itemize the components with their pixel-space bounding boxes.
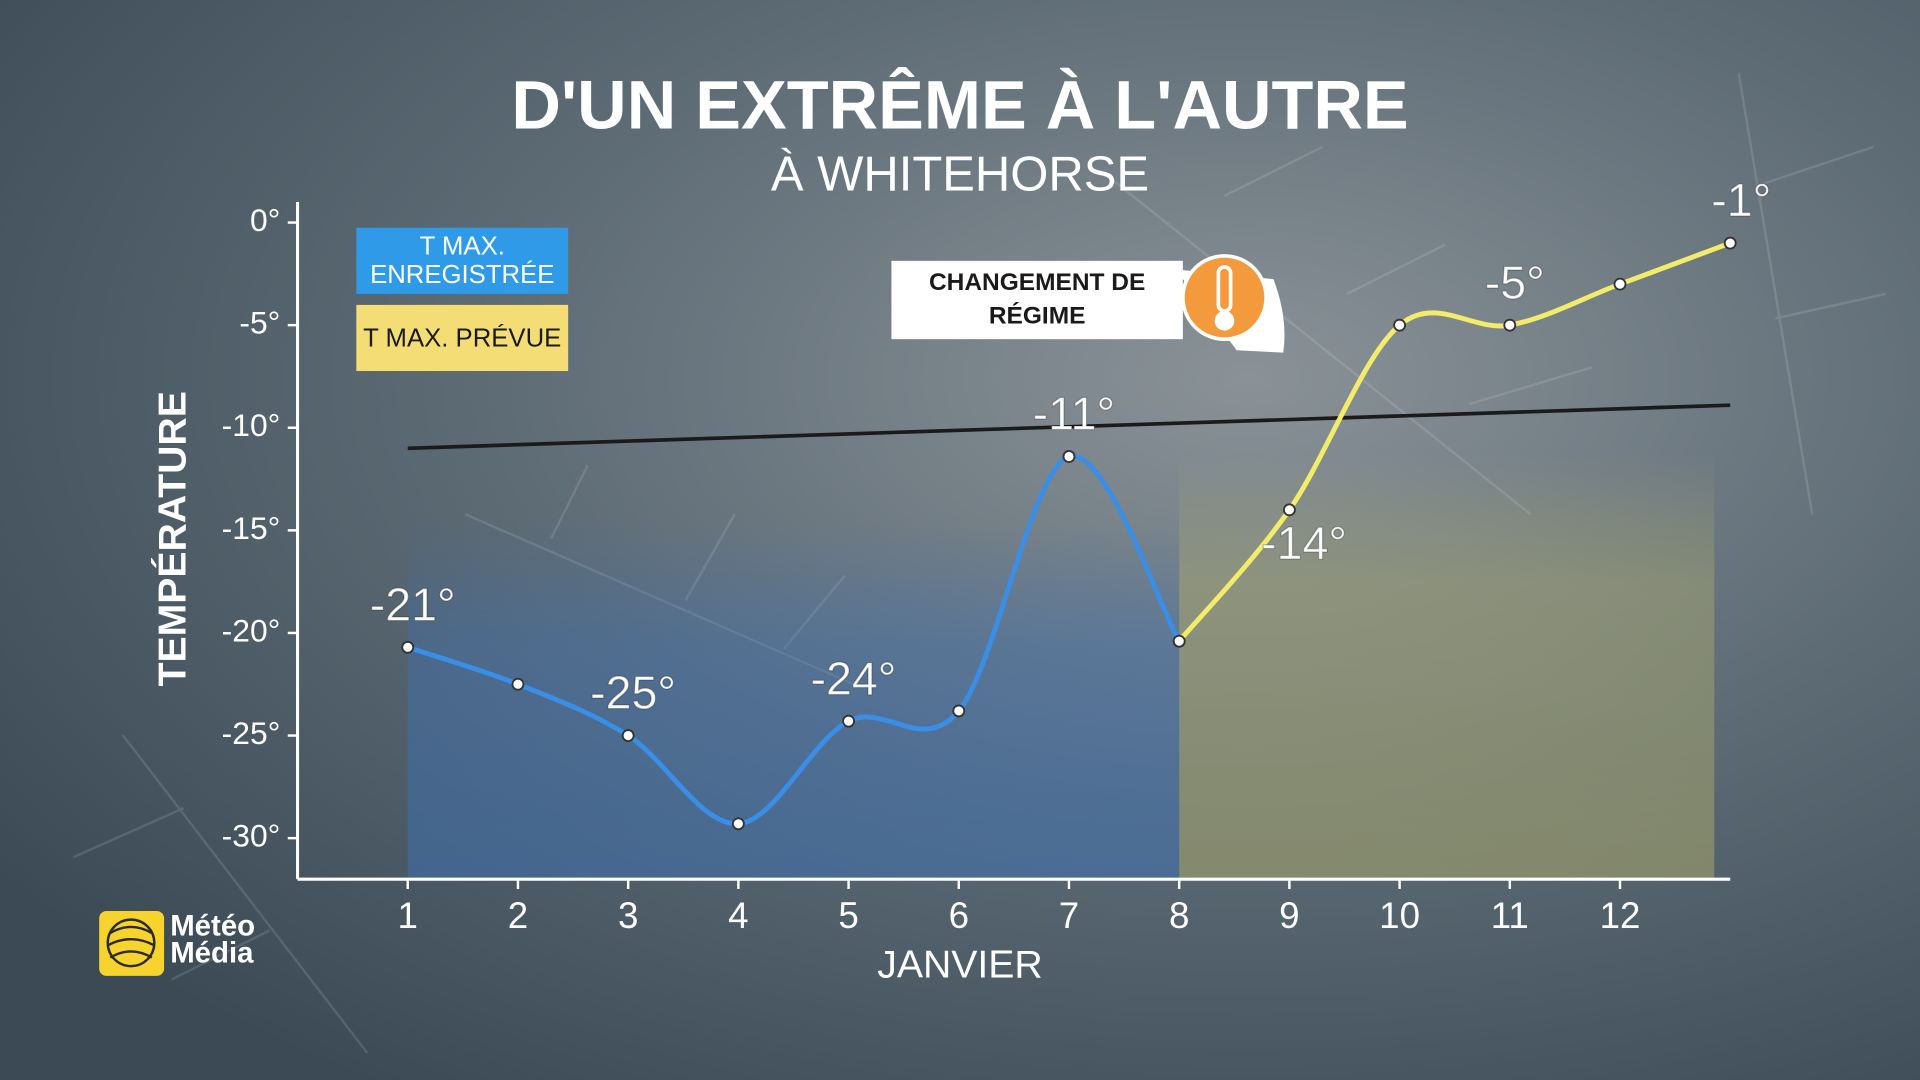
data-label: -1° [1711,174,1771,226]
x-tick-label: 4 [728,895,748,936]
y-tick-label: -10° [222,407,281,443]
data-point [842,714,856,728]
data-point [1282,503,1296,517]
y-tick-label: -25° [222,715,281,751]
x-tick-label: 6 [949,895,969,936]
x-tick-label: 12 [1600,895,1641,936]
forecast-shade [1179,453,1715,880]
data-point [1062,450,1076,463]
brand: Météo Média [170,909,256,970]
data-label: -24° [811,652,897,704]
x-tick-label: 11 [1491,895,1529,936]
y-tick-label: -15° [222,510,281,546]
data-label: -21° [370,578,456,630]
icon-bulb [1214,311,1235,331]
data-point [731,817,745,831]
data-point [1613,277,1627,291]
x-tick-label: 5 [838,895,858,936]
logo-globe [106,918,156,968]
y-tick-label: -30° [222,818,281,854]
data-point [511,677,525,691]
y-axis-label: TEMPÉRATURE [150,391,194,686]
data-point [401,640,415,654]
trend-line [407,403,1731,451]
x-axis-label: JANVIER [877,944,1042,987]
data-label: -14° [1261,517,1347,569]
legend-entry: T MAX. ENREGISTRÉE [356,227,569,294]
data-point [952,704,966,718]
y-tick-label: 0° [250,202,280,238]
data-point [1723,236,1737,250]
data-point [621,729,635,742]
x-tick-label: 3 [618,895,638,936]
data-label: -11° [1033,388,1115,440]
annotation: CHANGEMENT DE RÉGIME [891,260,1183,340]
x-tick-label: 8 [1169,895,1189,936]
data-label: -5° [1485,256,1545,308]
x-tick-label: 2 [508,895,528,936]
legend-entry: T MAX. PRÉVUE [356,304,569,372]
x-tick-label: 9 [1279,895,1299,936]
recorded-shade [407,526,1180,880]
data-point [1172,634,1186,648]
x-tick-label: 10 [1379,895,1420,936]
y-tick-label: -5° [239,305,280,341]
x-tick-label: 1 [398,895,418,936]
brand-logo [99,911,165,976]
chart-subtitle: À WHITEHORSE [771,147,1149,201]
logo-lines [107,925,155,959]
chart-title: D'UN EXTRÊME À L'AUTRE [511,66,1408,143]
y-tick-label: -20° [222,612,281,648]
annotation-icon [1175,254,1285,353]
data-label: -25° [590,667,676,719]
x-tick-label: 7 [1059,895,1079,936]
data-point [1503,318,1517,332]
data-point [1393,318,1407,332]
